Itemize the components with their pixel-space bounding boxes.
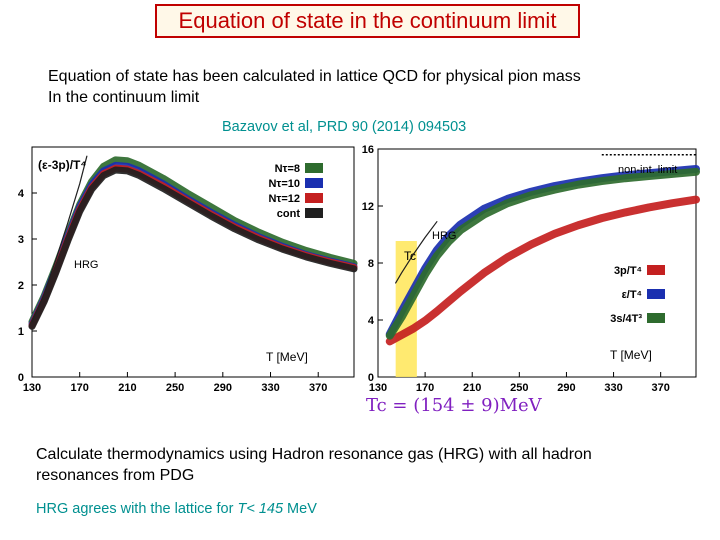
left-chart-title: (ε-3p)/T⁴ [38,158,86,172]
intro-line-2: In the continuum limit [48,89,200,106]
left-xlabel: T [MeV] [266,350,308,364]
legend-label: Nτ=12 [268,193,300,205]
y-tick-label: 4 [18,188,25,200]
series-line-1 [28,161,358,328]
calc-text: Calculate thermodynamics using Hadron re… [36,444,592,486]
legend-swatch [647,265,665,275]
x-tick-label: 210 [118,382,136,394]
series-line-0 [385,195,700,346]
agree-prefix: HRG agrees with the lattice for [36,501,238,517]
right-hrg-label: HRG [432,230,456,242]
legend-swatch [647,289,665,299]
x-tick-label: 370 [309,382,327,394]
legend-label: Nτ=10 [268,178,300,190]
y-tick-label: 1 [18,326,24,338]
y-tick-label: 16 [362,145,374,156]
legend-label: Nτ=8 [275,163,300,175]
intro-line-1: Equation of state has been calculated in… [48,68,581,85]
legend-swatch [305,163,323,173]
noninteracting-label: non-int. limit [618,164,677,176]
y-tick-label: 4 [368,315,375,327]
tc-formula: Tc = (154 ± 9)MeV [366,395,542,416]
legend-label: ε/T⁴ [622,289,642,301]
x-tick-label: 290 [214,382,232,394]
x-tick-label: 370 [651,382,669,394]
agree-unit: MeV [283,501,317,517]
y-tick-label: 8 [368,258,374,270]
legend-label: 3p/T⁴ [614,265,642,277]
y-tick-label: 0 [368,372,374,384]
x-tick-label: 170 [71,382,89,394]
legend-swatch [305,193,323,203]
legend-swatch [305,178,323,188]
citation: Bazavov et al, PRD 90 (2014) 094503 [222,119,467,135]
legend-label: cont [277,208,301,220]
x-tick-label: 330 [604,382,622,394]
legend-swatch [647,313,665,323]
x-tick-label: 130 [369,382,387,394]
x-tick-label: 210 [463,382,481,394]
x-tick-label: 250 [166,382,184,394]
y-tick-label: 2 [18,280,24,292]
x-tick-label: 170 [416,382,434,394]
series-line-3 [28,166,358,330]
calc-line-2: resonances from PDG [36,467,195,484]
slide-title: Equation of state in the continuum limit [155,4,580,38]
legend-swatch [305,208,323,218]
y-tick-label: 12 [362,201,374,213]
y-tick-label: 0 [18,372,24,384]
tc-label: Tc [404,249,416,263]
x-tick-label: 290 [557,382,575,394]
legend-label: 3s/4T³ [610,313,642,325]
y-tick-label: 3 [18,234,24,246]
eos-chart: 130 170 210 250 290 330 370 0 4 8 12 16 3p/T⁴ ε/T⁴ 3s/… [362,145,700,394]
series-line-hrg [31,155,88,323]
series-line-hrg [395,221,438,284]
trace-anomaly-chart: 130 170 210 250 290 330 370 0 1 2 3 4 Nτ=8 Nτ=10 Nτ=12… [18,146,358,394]
intro-text: Equation of state has been calculated in… [48,66,581,108]
right-xlabel: T [MeV] [610,348,652,362]
calc-line-1: Calculate thermodynamics using Hadron re… [36,446,592,463]
agree-variable: T< 145 [237,501,284,517]
hrg-agreement-note: HRG agrees with the lattice for T< 145 M… [36,501,317,517]
series-line-2 [385,167,700,340]
left-hrg-label: HRG [74,259,98,271]
x-tick-label: 130 [23,382,41,394]
x-tick-label: 330 [261,382,279,394]
x-tick-label: 250 [510,382,528,394]
